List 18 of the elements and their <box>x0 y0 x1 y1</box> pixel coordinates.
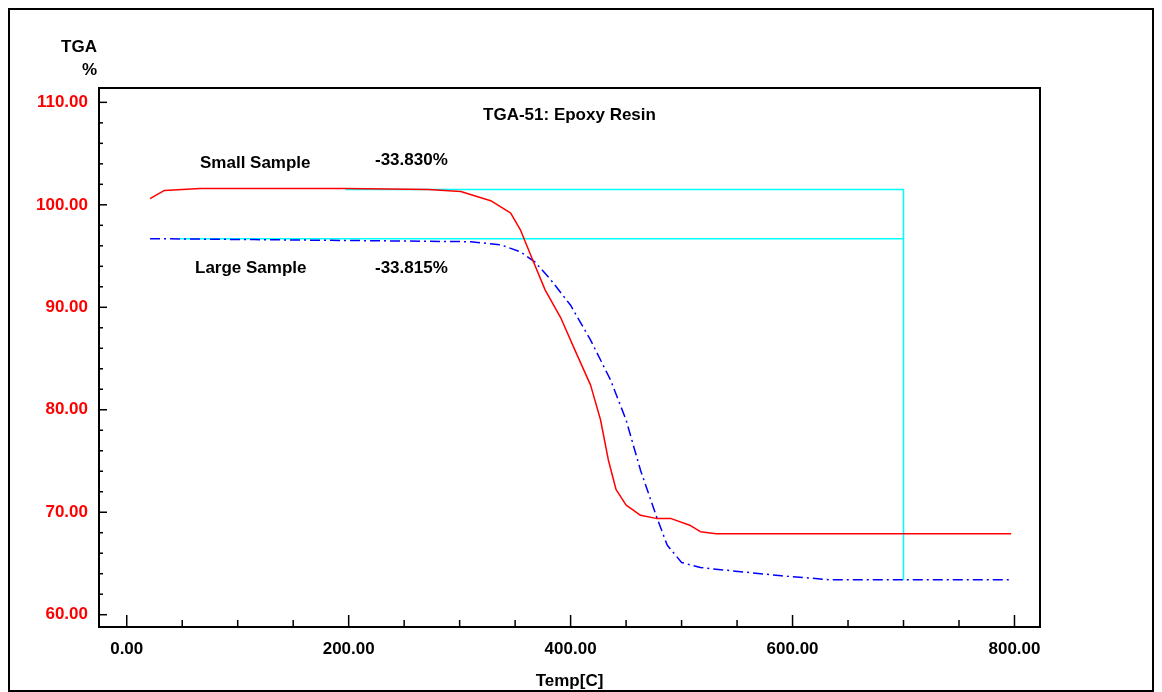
y-tick-label: 80.00 <box>45 399 88 419</box>
x-tick-label: 200.00 <box>322 638 375 658</box>
annotation: Large Sample <box>195 257 307 277</box>
x-tick-label: 800.00 <box>988 638 1041 658</box>
y-tick-label: 100.00 <box>36 194 88 214</box>
x-tick-label: 600.00 <box>766 638 819 658</box>
x-axis-title: Temp[C] <box>535 671 604 691</box>
annotation: -33.815% <box>375 257 448 277</box>
y-axis-title: TGA % <box>61 36 97 79</box>
text: TGA-51: Epoxy Resin <box>483 104 656 124</box>
y-tick-label: 110.00 <box>36 92 88 112</box>
y-tick-label: 70.00 <box>45 501 88 521</box>
annotation: -33.830% <box>375 149 448 169</box>
y-tick-label: 90.00 <box>45 296 88 316</box>
x-tick-label: 400.00 <box>544 638 597 658</box>
annotation: Small Sample <box>200 152 311 172</box>
y-tick-label: 60.00 <box>45 604 88 624</box>
x-tick-label: 0.00 <box>110 638 144 658</box>
